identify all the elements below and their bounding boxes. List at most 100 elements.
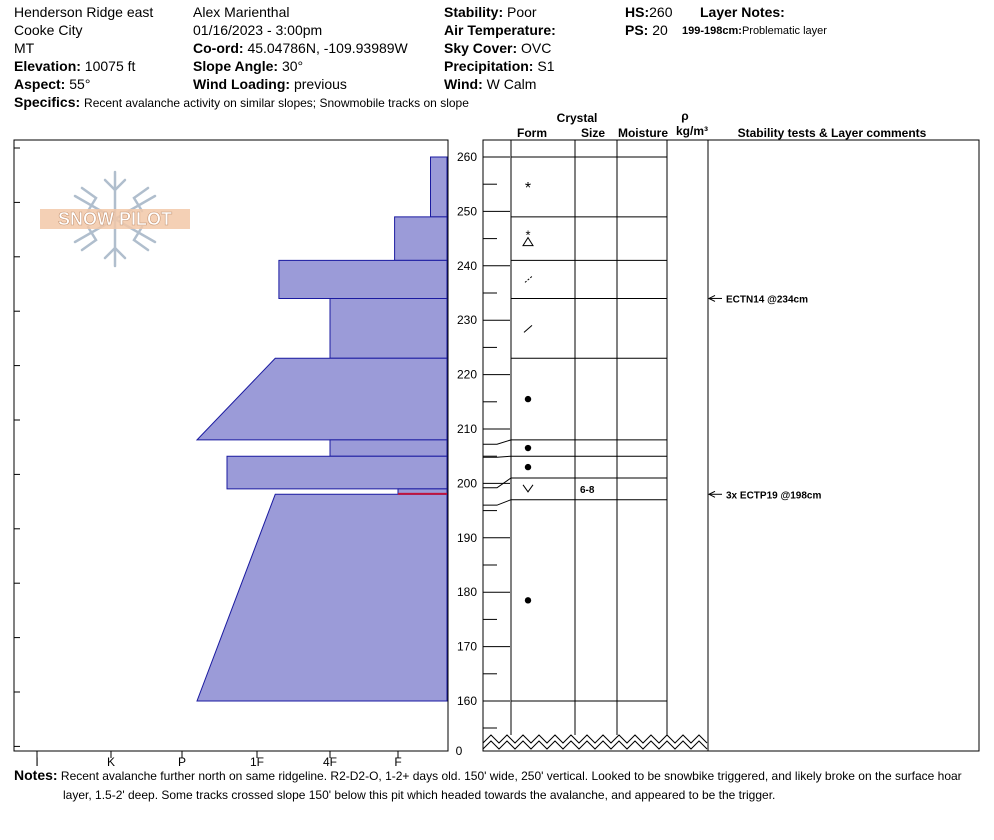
layer-connector-3	[483, 499, 512, 506]
coord-label: Co-ord:	[193, 40, 244, 56]
grain-forms: * * 6-8	[522, 180, 595, 604]
grain-rounds-icon	[524, 463, 532, 471]
layer-note-range: 199-198cm:	[682, 25, 742, 37]
height-tick-label-190: 190	[457, 531, 477, 545]
stability-tests: ECTN14 @234cm 3x ECTP19 @198cm	[707, 294, 821, 501]
air-temp-label: Air Temperature:	[444, 22, 556, 38]
specifics-label: Specifics:	[14, 94, 81, 110]
columns-frame	[482, 139, 980, 752]
wind-loading-value: previous	[293, 76, 347, 92]
aspect-row: Aspect: 55°	[14, 75, 90, 93]
elevation-row: Elevation: 10075 ft	[14, 57, 135, 75]
aspect-value: 55°	[69, 76, 91, 92]
height-tick-label-230: 230	[457, 313, 477, 327]
axis-break-zigzag-1	[482, 734, 708, 744]
snowpilot-logo: SNOW PILOT	[40, 170, 190, 268]
precip-label: Precipitation:	[444, 58, 534, 74]
layer-notes-label: Layer Notes:	[700, 4, 785, 20]
height-tick-label-220: 220	[457, 368, 477, 382]
test-label-0: ECTN14 @234cm	[726, 294, 808, 305]
axis-break-zigzag-2	[482, 740, 708, 750]
location-name: Henderson Ridge east	[14, 4, 154, 20]
height-tick-label-200: 200	[457, 476, 477, 490]
hardness-layer-3	[329, 297, 448, 359]
hardness-layer-0	[430, 156, 448, 218]
sky-value: OVC	[521, 40, 552, 56]
rho-header: ρ	[681, 109, 688, 123]
hardness-layer-4	[195, 357, 448, 441]
specifics-value: Recent avalanche activity on similar slo…	[84, 96, 469, 110]
notes-line-1: Recent avalanche further north on same r…	[60, 769, 962, 783]
grain-star-part: *	[525, 228, 530, 243]
grain-size-label: 6-8	[580, 485, 595, 496]
height-tick-label-170: 170	[457, 640, 477, 654]
precip-value: S1	[537, 58, 555, 74]
region-name: Cooke City	[14, 22, 83, 38]
hardness-tick-label-4F: 4F	[323, 755, 337, 766]
hardness-layers	[195, 156, 448, 702]
layer-columns	[482, 139, 980, 752]
state-name: MT	[14, 40, 35, 56]
aspect-label: Aspect:	[14, 76, 66, 92]
height-tick-label-260: 260	[457, 150, 477, 164]
comments-header: Stability tests & Layer comments	[738, 126, 927, 140]
logo-text: SNOW PILOT	[58, 209, 172, 229]
hardness-layer-8	[196, 493, 448, 702]
stability-label: Stability:	[444, 4, 504, 20]
specifics-row: Specifics: Recent avalanche activity on …	[14, 93, 469, 112]
hardness-tick-label-F: F	[394, 755, 401, 766]
grain-rounds-icon	[524, 597, 532, 604]
hardness-tick-label-I: I	[35, 755, 38, 766]
grain-rounds-icon	[524, 444, 532, 452]
layer-connector-1	[483, 455, 512, 458]
hardness-layer-6	[226, 455, 448, 490]
crystal-header: Crystal	[557, 111, 598, 125]
sky-row: Sky Cover: OVC	[444, 39, 551, 57]
height-tick-label-160: 160	[457, 694, 477, 708]
wind-label: Wind:	[444, 76, 483, 92]
moisture-header: Moisture	[618, 126, 668, 140]
height-tick-label-250: 250	[457, 204, 477, 218]
precip-row: Precipitation: S1	[444, 57, 554, 75]
notes-line-2: layer, 1.5-2' deep. Some tracks crossed …	[63, 788, 776, 802]
ps-label: PS:	[625, 22, 649, 38]
hardness-tick-label-1F: 1F	[250, 755, 264, 766]
height-tick-label-210: 210	[457, 422, 477, 436]
observer-name: Alex Marienthal	[193, 4, 290, 20]
grain-decomposing-fragments-icon	[524, 276, 533, 283]
slope-label: Slope Angle:	[193, 58, 279, 74]
size-header: Size	[581, 126, 605, 140]
slope-value: 30°	[281, 58, 304, 74]
hardness-layer-5	[329, 439, 448, 457]
grain-decomposing-fragments-icon	[523, 324, 533, 333]
layer-connector-0	[483, 439, 512, 445]
form-header: Form	[517, 126, 547, 140]
ps-value: 20	[652, 22, 668, 38]
test-arrow-icon-1	[707, 490, 716, 498]
stability-row: Stability: Poor	[444, 3, 537, 21]
grain-mixed-new-facets-icon: *	[522, 228, 534, 247]
coord-row: Co-ord: 45.04786N, -109.93989W	[193, 39, 408, 57]
wind-loading-row: Wind Loading: previous	[193, 75, 347, 93]
test-label-1: 3x ECTP19 @198cm	[726, 490, 821, 501]
elevation-label: Elevation:	[14, 58, 81, 74]
layer-note: 199-198cm:Problematic layer	[682, 22, 827, 40]
grain-new-snow-icon: *	[525, 180, 531, 197]
observation-datetime: 01/16/2023 - 3:00pm	[193, 22, 323, 38]
density-header: kg/m³	[676, 124, 708, 138]
height-tick-label-180: 180	[457, 585, 477, 599]
air-temp-row: Air Temperature:	[444, 21, 556, 39]
layer-note-text: Problematic layer	[741, 25, 827, 37]
hardness-axis: I K P 1F 4F F	[13, 146, 402, 766]
hs-row: HS:260	[625, 3, 672, 21]
hs-value: 260	[649, 4, 673, 20]
hs-label: HS:	[625, 4, 650, 20]
slope-row: Slope Angle: 30°	[193, 57, 303, 75]
sky-label: Sky Cover:	[444, 40, 518, 56]
ps-row: PS: 20	[625, 21, 668, 39]
grain-surface-hoar-icon	[522, 484, 534, 493]
hardness-tick-label-P: P	[178, 755, 186, 766]
snow-profile-chart: SNOW PILOT I K P 1F 4F F 160 170 180 190 200 210 22…	[13, 109, 980, 766]
grain-rounds-icon	[524, 395, 532, 403]
grain-triangle-part	[522, 236, 534, 247]
